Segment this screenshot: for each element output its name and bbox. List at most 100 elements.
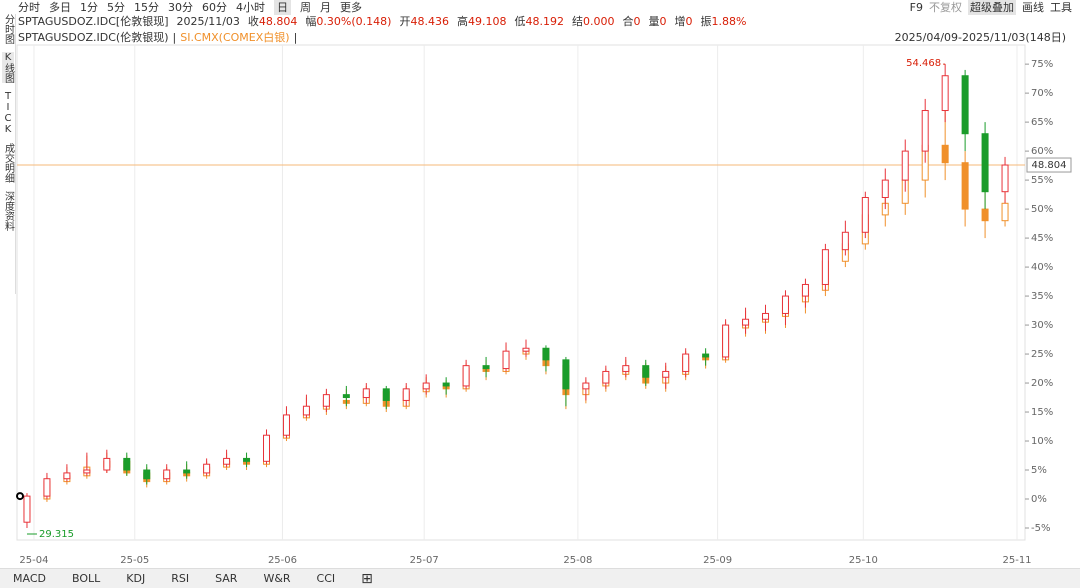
x-tick-label: 25-09: [703, 555, 732, 566]
toolbar: F9 不复权 超级叠加 画线 工具: [909, 0, 1072, 15]
candle-body: [143, 469, 151, 480]
quote-value: 0: [659, 15, 667, 28]
candle-body: [482, 365, 490, 370]
candle-body: [223, 457, 231, 465]
y-tick-label: 35%: [1031, 291, 1053, 302]
period-tab[interactable]: 5分: [107, 1, 125, 14]
candle-body: [203, 463, 211, 474]
y-tick-label: 75%: [1031, 59, 1053, 70]
date-range: 2025/04/09-2025/11/03(148日): [894, 31, 1066, 44]
period-tab[interactable]: 分时: [18, 1, 40, 14]
quote-item: 结0.000: [572, 13, 615, 29]
indicator-tab[interactable]: RSI: [171, 572, 190, 585]
side-tab[interactable]: TICK: [2, 91, 14, 135]
side-tab[interactable]: 分时图: [2, 14, 14, 44]
y-tick-label: 45%: [1031, 233, 1053, 244]
indicator-tab[interactable]: SAR: [215, 572, 238, 585]
y-tick-label: 10%: [1031, 436, 1053, 447]
candle-body: [722, 324, 730, 358]
period-tab[interactable]: 15分: [134, 1, 159, 14]
quote-label: 合: [622, 15, 634, 28]
candle-body: [402, 388, 410, 401]
period-tab[interactable]: 月: [320, 1, 331, 14]
quote-label: 开: [399, 15, 411, 28]
y-tick-label: 0%: [1031, 494, 1047, 505]
candle-body: [961, 75, 969, 135]
candle-body: [43, 478, 51, 497]
candle-body: [861, 196, 869, 233]
x-tick-label: 25-07: [410, 555, 439, 566]
period-tab[interactable]: 4小时: [236, 1, 265, 14]
tool-button[interactable]: F9: [909, 0, 923, 14]
symbol: SPTAGUSDOZ.IDC[伦敦银现]: [18, 15, 169, 28]
candle-body: [362, 388, 370, 399]
quote-item: 低48.192: [514, 13, 564, 29]
low-label: 29.315: [39, 529, 74, 540]
x-tick-label: 25-10: [849, 555, 878, 566]
quote-item: 量0: [648, 13, 666, 29]
legend-entry[interactable]: SI.CMX(COMEX白银): [180, 31, 290, 44]
y-tick-label: 65%: [1031, 117, 1053, 128]
quote-item: 振1.88%: [700, 13, 746, 29]
legend-entry[interactable]: SPTAGUSDOZ.IDC(伦敦银现): [18, 31, 169, 44]
quote-label: 振: [700, 15, 712, 28]
side-tab[interactable]: 深度资料: [2, 191, 14, 231]
candle-body: [1001, 202, 1009, 222]
quote-value: 48.192: [525, 15, 564, 28]
tool-button[interactable]: 画线: [1022, 1, 1044, 14]
candle-body: [542, 347, 550, 361]
indicator-tab[interactable]: MACD: [13, 572, 46, 585]
period-tab[interactable]: 1分: [80, 1, 98, 14]
side-tab[interactable]: K线图: [1, 52, 14, 83]
quote-label: 幅: [305, 15, 317, 28]
period-tab[interactable]: 30分: [168, 1, 193, 14]
candle-body: [901, 150, 909, 181]
candle-body: [562, 359, 570, 390]
candle-body: [83, 469, 91, 474]
candle-body: [502, 350, 510, 370]
quote-value: 0: [633, 15, 641, 28]
side-tab[interactable]: 成交明细: [2, 143, 14, 183]
candle-body: [841, 231, 849, 251]
quote-item: 高49.108: [457, 13, 507, 29]
period-tab[interactable]: 60分: [202, 1, 227, 14]
x-tick-label: 25-08: [563, 555, 592, 566]
quote-item: 开48.436: [399, 13, 449, 29]
candle-body: [422, 382, 430, 390]
y-tick-label: 55%: [1031, 175, 1053, 186]
candle-body: [602, 370, 610, 384]
plot-area: [16, 44, 1026, 541]
indicator-tab[interactable]: CCI: [316, 572, 336, 585]
candle-body: [382, 388, 390, 401]
period-tab[interactable]: 更多: [340, 1, 362, 14]
tool-button[interactable]: 不复权: [929, 1, 962, 14]
y-tick-label: 5%: [1031, 465, 1047, 476]
candle-body: [981, 208, 989, 222]
add-indicator[interactable]: ⊞: [361, 570, 373, 587]
candle-body: [582, 382, 590, 390]
candle-body: [263, 434, 271, 462]
candle-body: [622, 365, 630, 372]
quote-label: 收: [247, 15, 259, 28]
quote-value: 49.108: [467, 15, 507, 28]
indicator-tab[interactable]: W&R: [263, 572, 291, 585]
candle-body: [282, 414, 290, 436]
period-tab[interactable]: 日: [274, 0, 291, 15]
candle-body: [462, 365, 470, 387]
quote-label: 量: [648, 15, 660, 28]
indicator-tab[interactable]: BOLL: [71, 572, 101, 585]
legend-separator: |: [293, 30, 298, 44]
candle-body: [742, 318, 750, 326]
candle-body: [961, 162, 969, 210]
candle-body: [801, 283, 809, 297]
tool-button[interactable]: 超级叠加: [968, 0, 1016, 15]
candle-body: [781, 295, 789, 314]
indicator-tab[interactable]: KDJ: [126, 572, 146, 585]
quote-bar: SPTAGUSDOZ.IDC[伦敦银现] 2025/11/03 收48.804 幅…: [18, 13, 746, 29]
period-tab[interactable]: 多日: [49, 1, 71, 14]
quote-label: 低: [514, 15, 526, 28]
candle-body: [881, 179, 889, 198]
x-tick-label: 25-04: [19, 555, 48, 566]
tool-button[interactable]: 工具: [1050, 1, 1072, 14]
period-tab[interactable]: 周: [300, 1, 311, 14]
